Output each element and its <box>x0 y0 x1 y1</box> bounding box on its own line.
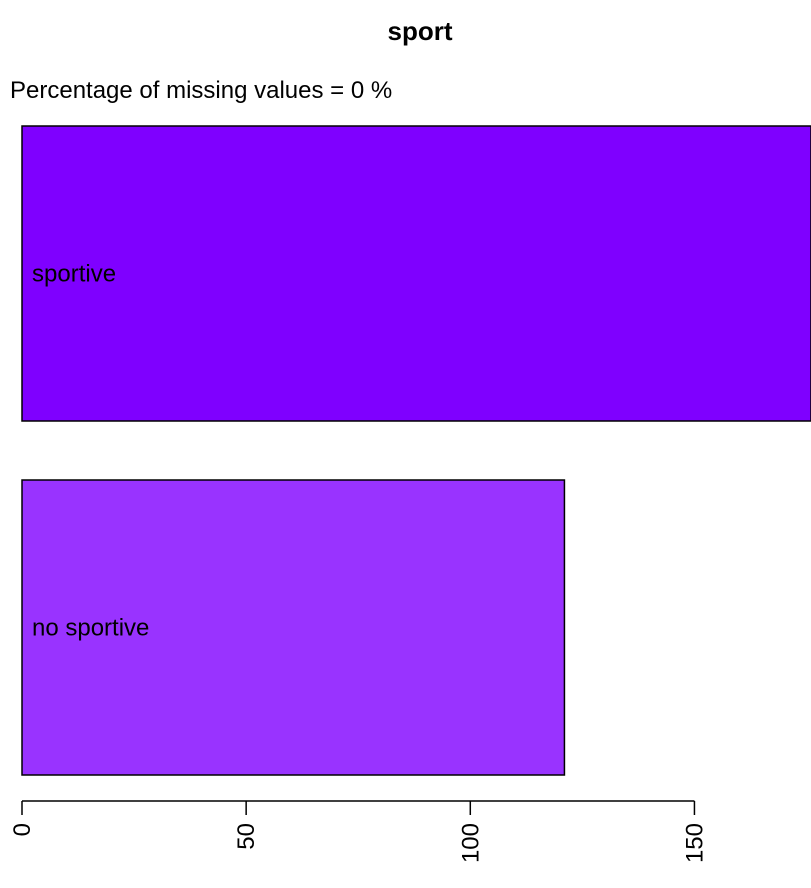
x-tick-label: 150 <box>681 823 708 863</box>
bar-label: no sportive <box>32 615 149 642</box>
x-axis: 0 50 100 150 <box>9 800 708 863</box>
chart-title: sport <box>388 16 453 46</box>
x-tick-label: 0 <box>9 823 36 836</box>
x-tick-label: 100 <box>457 823 484 863</box>
bar-sportive <box>21 125 811 422</box>
bar-label: sportive <box>32 261 116 288</box>
bars-layer: sportive no sportive <box>21 125 811 776</box>
x-tick-label: 50 <box>233 823 260 850</box>
bar-no-sportive <box>21 479 566 776</box>
chart-subtitle: Percentage of missing values = 0 % <box>10 77 392 104</box>
